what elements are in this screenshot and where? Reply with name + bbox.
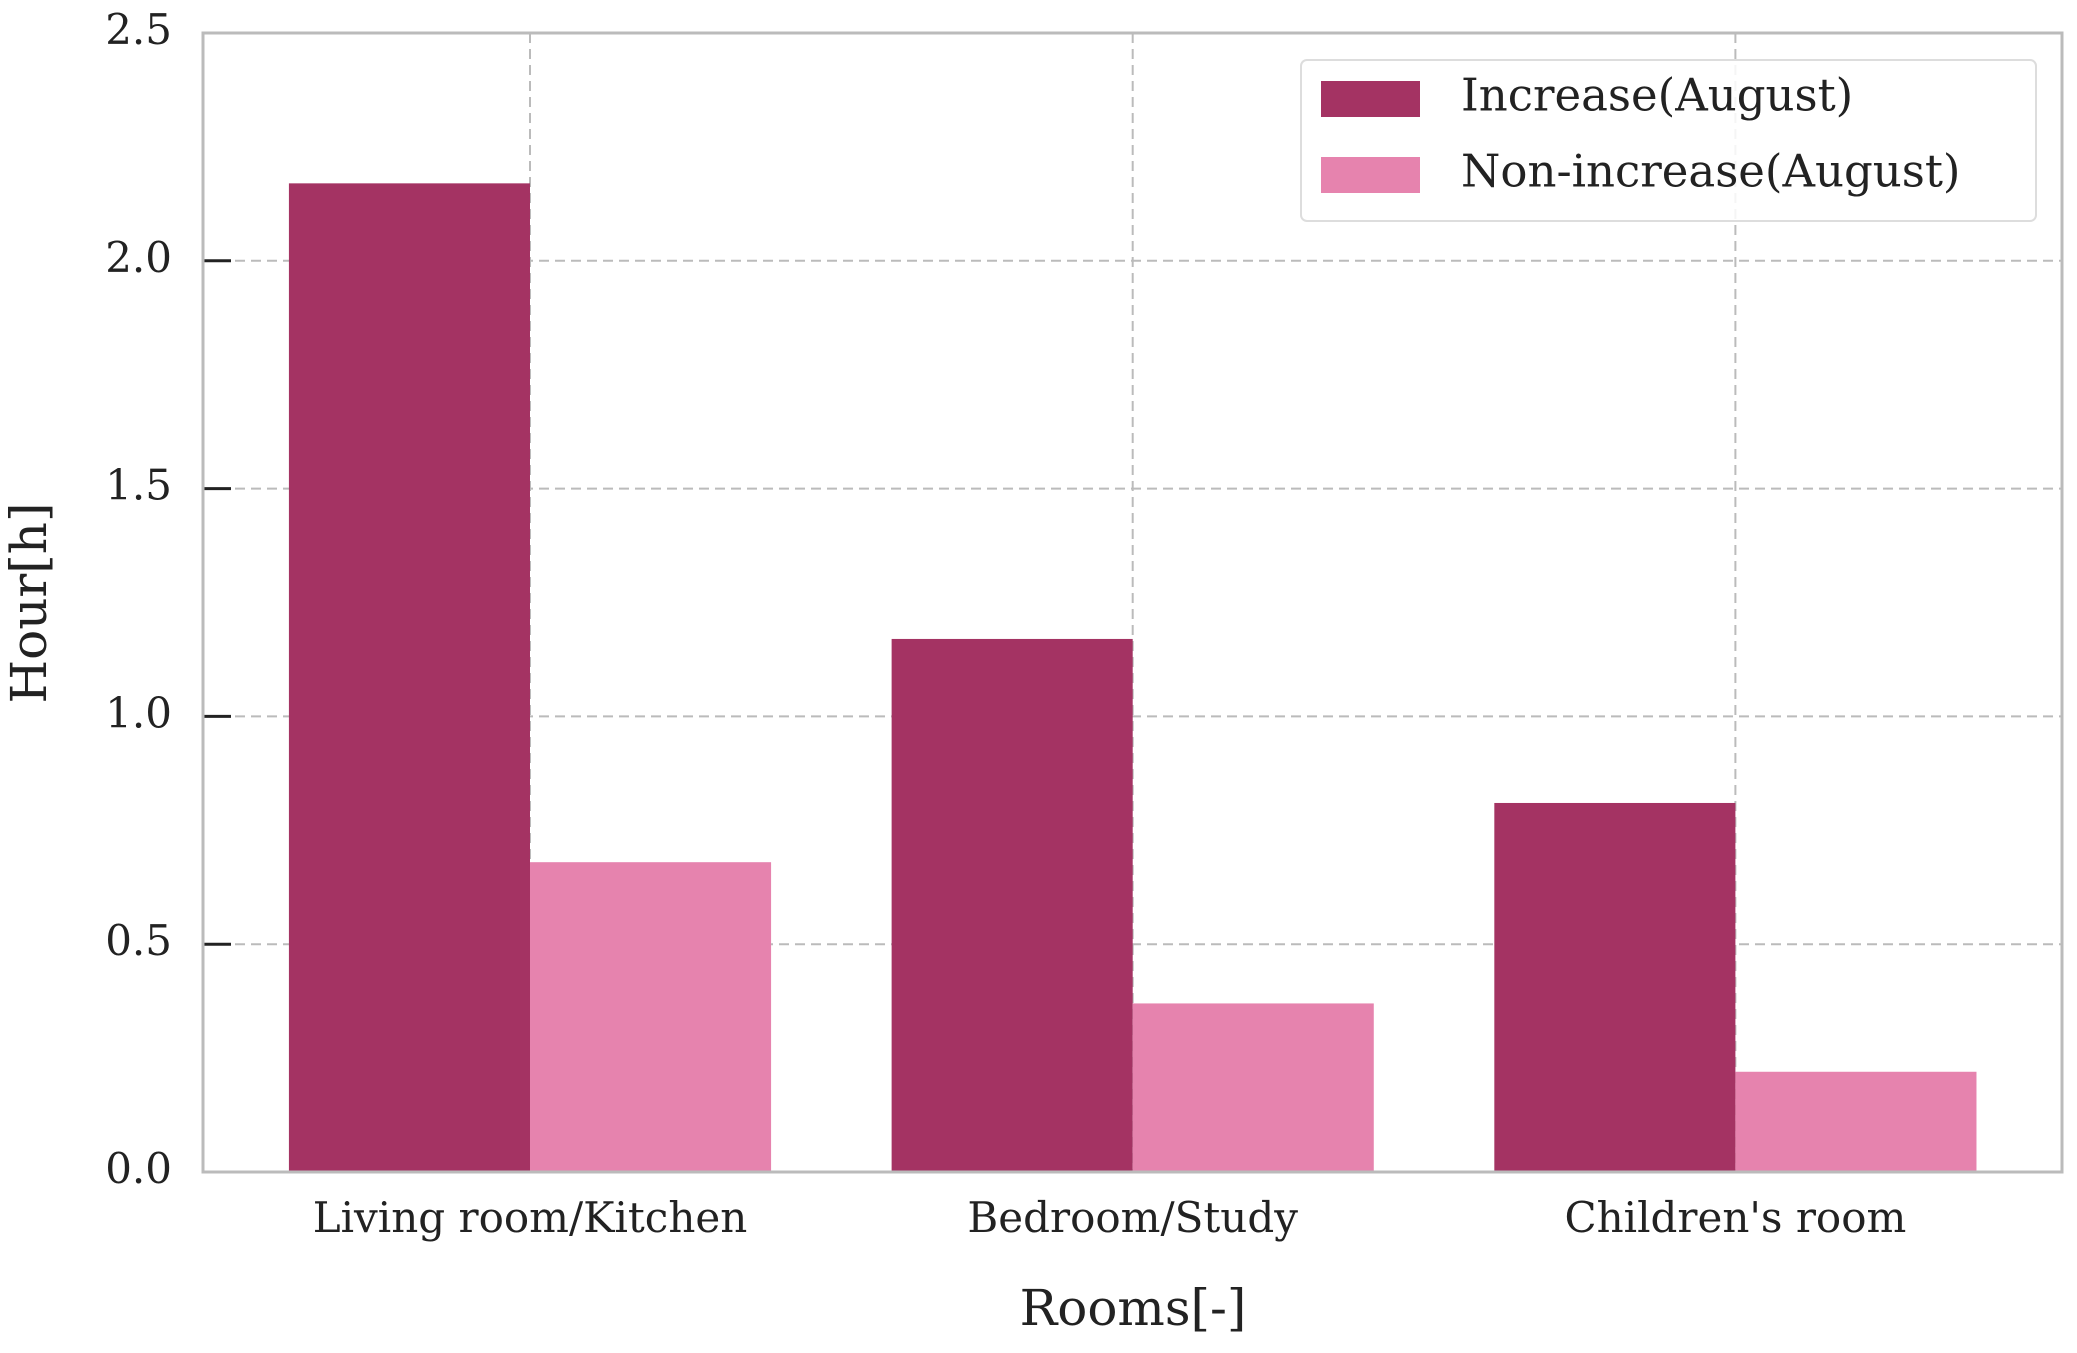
y-axis-label: Hour[h]	[0, 502, 58, 703]
x-tick-label: Living room/Kitchen	[313, 1193, 748, 1242]
plot-frame	[201, 31, 2064, 1174]
x-axis-label: Rooms[-]	[1020, 1279, 1247, 1337]
x-tick-label: Bedroom/Study	[967, 1193, 1298, 1242]
legend-label: Increase(August)	[1461, 69, 1853, 122]
legend-swatch	[1321, 81, 1420, 117]
bar	[288, 183, 530, 1172]
y-tick-label: 1.5	[105, 461, 172, 510]
legend-label: Non-increase(August)	[1461, 145, 1960, 198]
bar	[1132, 1003, 1374, 1172]
bar	[891, 638, 1133, 1172]
y-tick-label: 1.0	[105, 688, 172, 737]
legend-swatch	[1321, 157, 1420, 193]
y-tick-label: 2.5	[105, 5, 172, 54]
y-tick-label: 0.0	[105, 1144, 172, 1193]
bar	[1735, 1071, 1977, 1172]
legend-box	[1300, 59, 2037, 222]
bar	[1494, 802, 1736, 1172]
x-tick-label: Children's room	[1564, 1193, 1906, 1242]
bar	[530, 862, 772, 1172]
y-tick-label: 2.0	[105, 233, 172, 282]
y-tick-label: 0.5	[105, 916, 172, 965]
